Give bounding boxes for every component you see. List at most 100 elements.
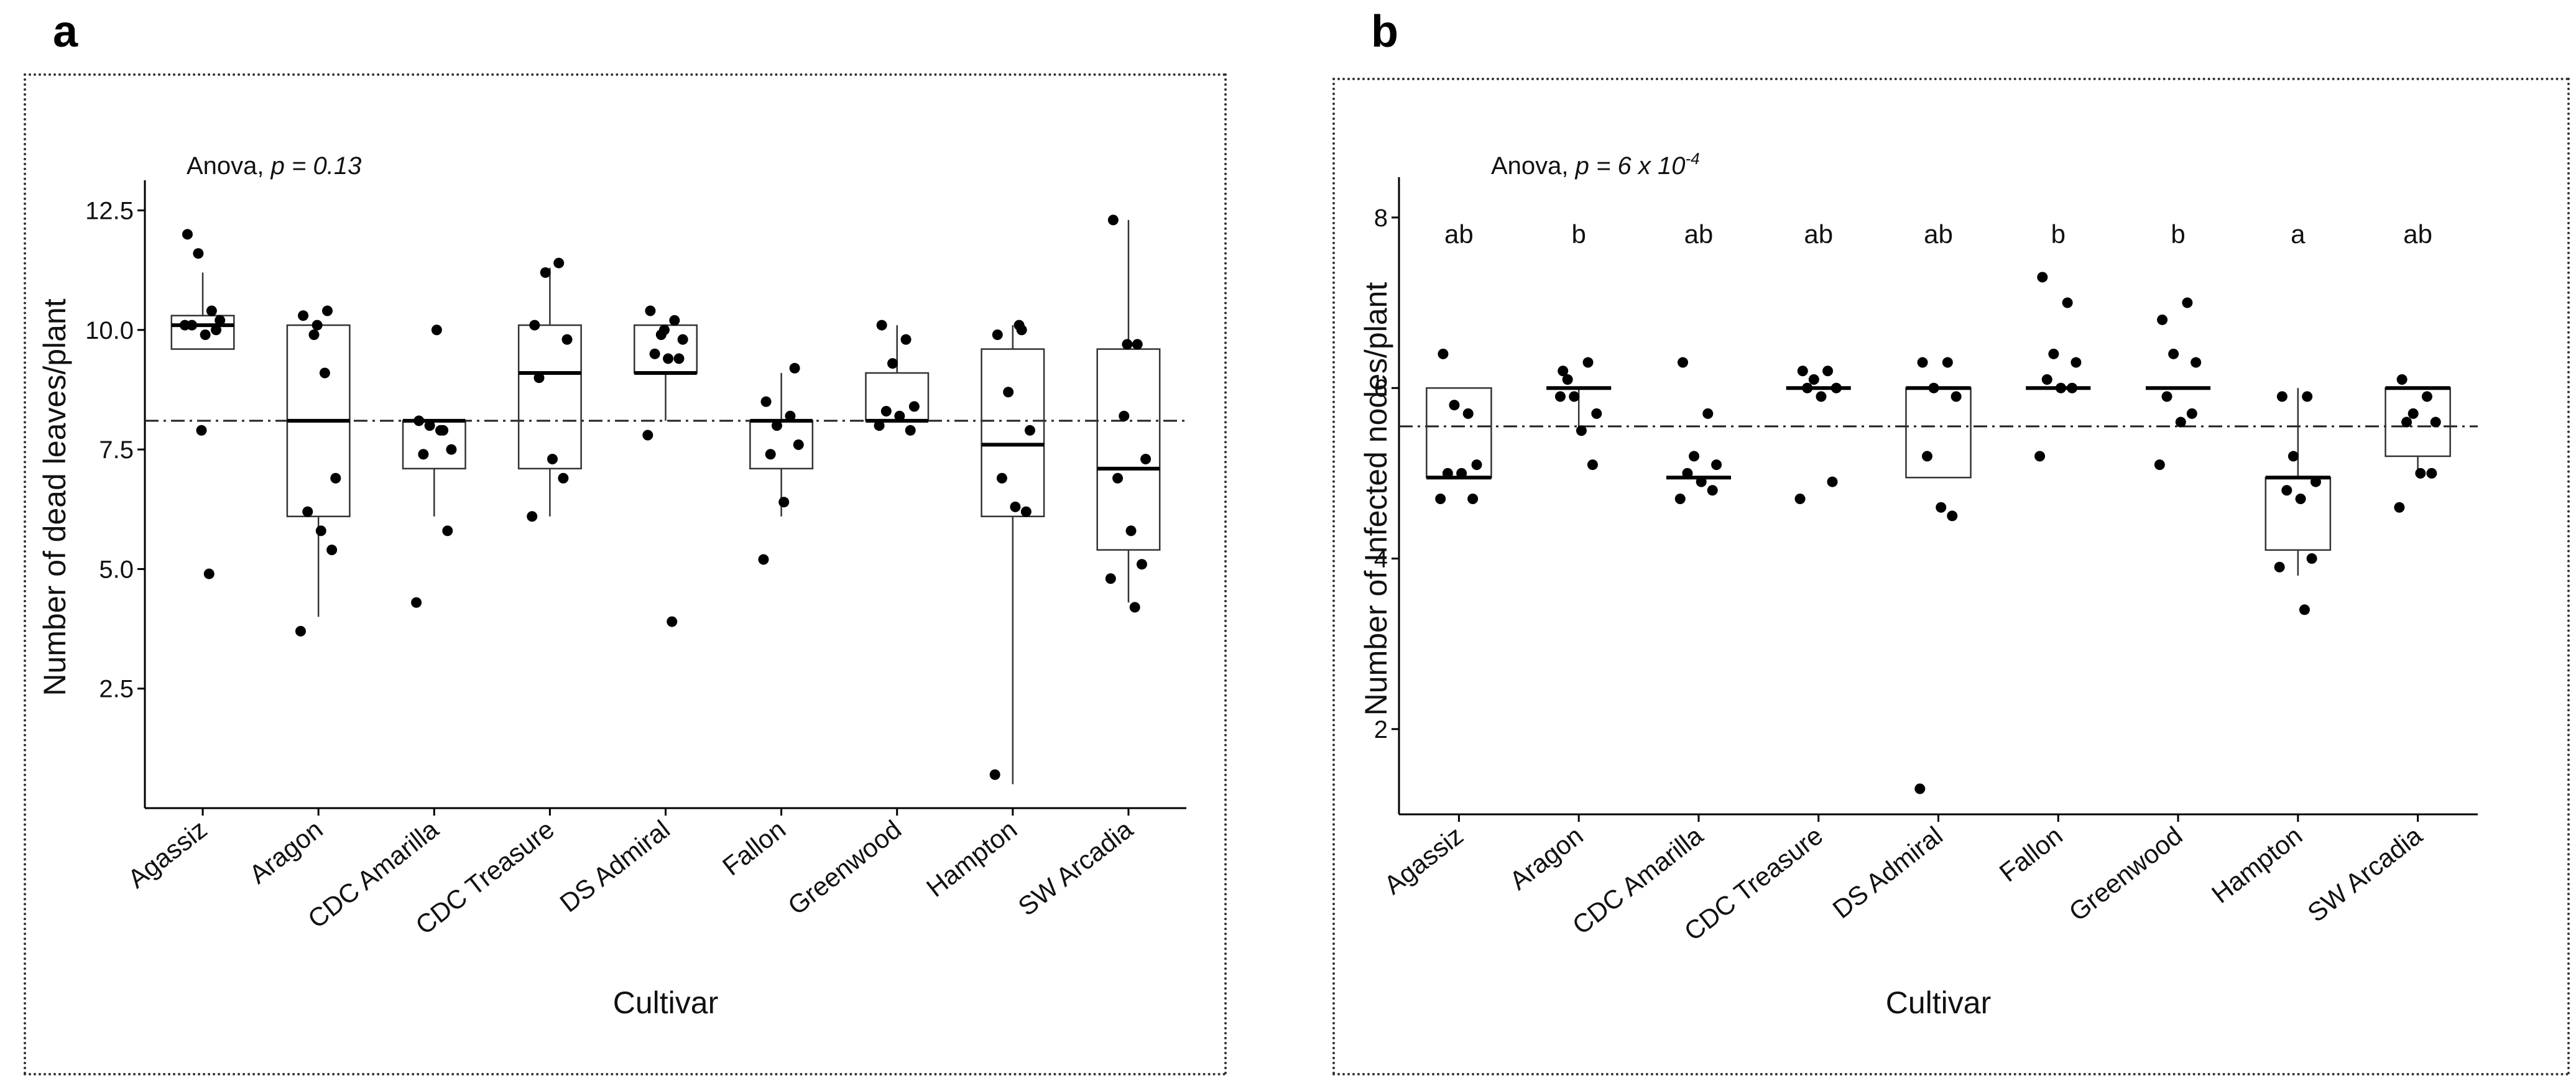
panel-letter-b: b (1371, 7, 1398, 57)
y-axis-label-b: Number of Infected nodes/plant (1359, 282, 1393, 716)
data-point-b-8-4 (2401, 416, 2412, 428)
data-point-a-7-3 (1024, 425, 1035, 436)
data-point-b-0-2 (1449, 400, 1460, 411)
x-axis-label-a: Cultivar (613, 985, 718, 1020)
data-point-a-4-5 (663, 353, 674, 364)
x-tick-label-a-1: Aragon (244, 814, 328, 889)
data-point-a-7-5 (1010, 501, 1021, 512)
data-point-a-2-2 (424, 420, 435, 431)
x-tick-label-b-5: Fallon (1994, 821, 2068, 887)
data-point-a-3-7 (527, 511, 538, 522)
data-point-b-7-4 (2281, 485, 2292, 496)
data-point-b-4-2 (1928, 382, 1939, 393)
data-point-a-7-7 (989, 769, 1000, 780)
data-point-a-8-2 (1119, 410, 1130, 421)
data-point-b-5-3 (2070, 357, 2082, 368)
data-point-b-3-5 (1816, 391, 1827, 402)
data-point-b-1-1 (1582, 357, 1594, 368)
data-point-b-8-2 (2407, 408, 2419, 419)
x-tick-label-a-8: SW Arcadia (1013, 814, 1138, 922)
x-tick-label-b-4: DS Admiral (1827, 821, 1948, 924)
data-point-a-8-4 (1112, 472, 1124, 484)
y-tick-label-a-4: 12.5 (85, 197, 134, 224)
y-tick-label-b-2: 6 (1374, 375, 1388, 402)
data-point-a-2-7 (411, 597, 422, 608)
box-b-7 (2264, 476, 2332, 551)
data-point-b-8-6 (2426, 467, 2437, 479)
x-tick-label-b-0: Agassiz (1378, 821, 1469, 900)
data-point-b-3-3 (1830, 382, 1842, 393)
data-point-b-1-2 (1569, 391, 1580, 402)
data-point-a-6-1 (900, 334, 912, 345)
data-point-a-6-0 (876, 320, 887, 331)
data-point-b-3-4 (1802, 382, 1813, 393)
data-point-a-4-9 (658, 324, 670, 336)
data-point-a-0-8 (203, 568, 215, 579)
anova-annotation-a: Anova, p = 0.13 (187, 152, 361, 180)
significance-letter-b-0: ab (1444, 219, 1474, 249)
data-point-b-7-2 (2287, 451, 2299, 462)
data-point-a-8-8 (1129, 602, 1140, 613)
data-point-b-2-7 (1674, 494, 1686, 504)
data-point-a-2-5 (431, 324, 442, 336)
box-a-8 (1096, 348, 1161, 551)
y-tick-label-b-1: 4 (1374, 546, 1388, 573)
panel-b: b 2 4 6 8 ab b ab ab ab b b a ab Agassiz Aragon CDC Ama… (1293, 0, 2576, 1086)
x-tick-label-a-4: DS Admiral (555, 814, 675, 918)
data-point-b-6-1 (2182, 297, 2193, 308)
anova-annotation-b: Anova, p = 6 x 10-4 (1491, 149, 1700, 180)
data-point-a-4-8 (667, 616, 678, 627)
data-point-a-7-0 (992, 329, 1003, 340)
data-point-b-8-7 (2394, 502, 2405, 513)
data-point-a-0-3 (215, 315, 226, 326)
data-point-a-8-9 (1122, 339, 1133, 350)
y-tick-label-a-3: 10.0 (85, 317, 134, 344)
data-point-a-3-0 (529, 320, 540, 331)
data-point-b-4-5 (1936, 502, 1947, 513)
data-point-a-1-1 (321, 305, 333, 316)
data-point-a-6-2 (887, 358, 898, 369)
data-point-b-4-3 (1950, 391, 1962, 402)
data-point-a-8-6 (1136, 559, 1147, 570)
data-point-b-2-3 (1711, 459, 1722, 471)
data-point-b-0-7 (1435, 494, 1446, 504)
data-point-a-6-7 (874, 420, 885, 431)
x-axis-label-b: Cultivar (1886, 985, 1991, 1020)
data-point-b-0-0 (1438, 348, 1449, 359)
data-point-b-7-1 (2302, 391, 2313, 402)
data-point-a-2-3 (446, 444, 457, 455)
data-point-a-5-2 (771, 420, 782, 431)
significance-letter-b-2: ab (1684, 219, 1714, 249)
significance-letter-b-8: ab (2403, 219, 2432, 249)
data-point-a-0-6 (211, 324, 222, 336)
data-point-a-1-6 (326, 545, 338, 556)
data-point-b-5-4 (2041, 374, 2052, 385)
data-point-b-3-0 (1797, 366, 1808, 377)
data-point-b-1-7 (1554, 391, 1566, 402)
data-point-b-7-6 (2306, 553, 2317, 564)
data-point-a-2-0 (413, 415, 425, 426)
data-point-a-8-3 (1140, 453, 1152, 464)
data-point-b-6-7 (2154, 459, 2165, 471)
data-point-a-7-8 (1013, 320, 1025, 331)
data-point-b-2-6 (1707, 485, 1718, 496)
data-point-a-7-4 (996, 472, 1007, 484)
data-point-b-0-3 (1471, 459, 1482, 471)
data-point-a-3-1 (553, 257, 565, 269)
data-point-a-4-3 (677, 334, 688, 345)
data-point-a-4-0 (645, 305, 656, 316)
y-tick-label-a-2: 7.5 (99, 436, 134, 464)
x-tick-label-b-1: Aragon (1504, 821, 1589, 895)
data-point-a-5-0 (760, 396, 772, 407)
data-point-b-5-1 (2062, 297, 2073, 308)
data-point-a-0-0 (182, 229, 193, 240)
data-point-a-1-0 (298, 310, 309, 321)
data-point-a-3-4 (533, 372, 545, 384)
panel-b-frame (1332, 78, 2570, 1075)
data-point-b-8-1 (2421, 391, 2432, 402)
data-point-b-1-5 (1576, 425, 1587, 436)
box-a-7 (981, 348, 1045, 518)
x-tick-label-a-7: Hampton (921, 814, 1022, 903)
data-point-a-3-6 (558, 472, 569, 484)
